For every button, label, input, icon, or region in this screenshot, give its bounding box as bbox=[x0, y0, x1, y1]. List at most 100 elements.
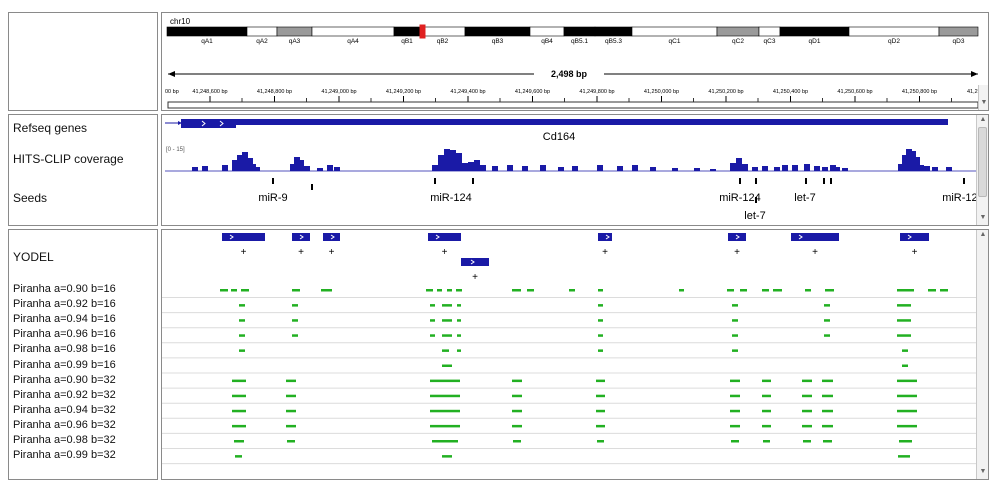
piranha-peak bbox=[513, 440, 521, 443]
piranha-peak bbox=[763, 440, 770, 443]
piranha-peak bbox=[596, 379, 605, 383]
piranha-peak bbox=[822, 394, 833, 398]
yodel-peak bbox=[900, 233, 929, 241]
seed-name-label: let-7 bbox=[794, 192, 815, 204]
feature-scrollbar[interactable]: ▲ ▼ bbox=[976, 115, 988, 225]
scroll-up-arrow-icon[interactable]: ▲ bbox=[979, 116, 987, 123]
feature-tracks[interactable]: Cd164 [0 - 15] miR-9 miR-124 miR-124 let-7 m… bbox=[162, 115, 976, 225]
yodel-strand-label: + bbox=[442, 247, 448, 258]
band-label: qB1 bbox=[401, 38, 413, 45]
seed-site-tick bbox=[311, 184, 313, 190]
piranha-peak bbox=[430, 319, 435, 322]
piranha-peak bbox=[231, 289, 237, 292]
piranha-peak bbox=[442, 334, 452, 337]
piranha-peak bbox=[731, 440, 739, 443]
chromosome-band bbox=[563, 26, 596, 37]
seeds-track: miR-9 miR-124 miR-124 let-7 miR-124 let-7 bbox=[258, 178, 976, 222]
piranha-track-label[interactable]: Piranha a=0.96 b=16 bbox=[13, 328, 116, 341]
piranha-track-label[interactable]: Piranha a=0.98 b=32 bbox=[13, 434, 116, 446]
header-scrollbar[interactable]: ▼ bbox=[978, 85, 988, 110]
chromosome-ideogram: qA1 qA2 qA3 qA4 qB1 qB2 qB3 qB4 qB5.1 qB5.3 qC1 qC2… bbox=[166, 24, 979, 45]
chromosome-band bbox=[393, 26, 421, 37]
coverage-bar bbox=[834, 167, 840, 171]
piranha-peak bbox=[512, 379, 522, 383]
coverage-bar bbox=[792, 165, 798, 171]
piranha-peak bbox=[762, 424, 771, 428]
piranha-peak bbox=[773, 289, 782, 292]
seed-site-tick bbox=[805, 178, 807, 184]
piranha-track-label[interactable]: Piranha a=0.92 b=32 bbox=[13, 388, 116, 401]
scroll-down-arrow-icon[interactable]: ▼ bbox=[979, 214, 987, 221]
ruler-tick-label: 41,248,600 bp bbox=[192, 89, 227, 95]
yodel-strand-label: + bbox=[734, 247, 740, 258]
piranha-track-label[interactable]: Piranha a=0.94 b=32 bbox=[13, 403, 116, 416]
piranha-peak bbox=[527, 289, 534, 292]
piranha-peak bbox=[286, 394, 296, 398]
piranha-peak bbox=[235, 455, 242, 458]
feature-scroll-thumb[interactable] bbox=[978, 127, 987, 197]
yodel-strand-label: + bbox=[329, 247, 335, 258]
refseq-track-label[interactable]: Refseq genes bbox=[13, 121, 88, 135]
band-label: qB5.1 bbox=[571, 38, 588, 45]
ruler-edge-label: 41,25 bbox=[967, 89, 981, 95]
coverage-bar bbox=[924, 166, 930, 171]
strand-arrow-icon bbox=[178, 121, 182, 125]
scroll-down-arrow-icon[interactable]: ▼ bbox=[979, 468, 987, 475]
span-arrow-left bbox=[168, 71, 175, 77]
piranha-track-label[interactable]: Piranha a=0.90 b=16 bbox=[13, 283, 116, 295]
seed-site-tick bbox=[823, 178, 825, 184]
piranha-peak bbox=[902, 349, 908, 352]
coverage-bar bbox=[902, 155, 908, 171]
peaks-scrollbar[interactable]: ▲ ▼ bbox=[976, 230, 988, 479]
scroll-down-arrow-icon[interactable]: ▼ bbox=[980, 99, 988, 106]
coverage-bar bbox=[298, 160, 304, 171]
piranha-peak bbox=[598, 334, 603, 337]
piranha-peak bbox=[442, 319, 452, 322]
coverage-bar bbox=[540, 165, 546, 171]
piranha-track-label[interactable]: Piranha a=0.92 b=16 bbox=[13, 298, 116, 311]
yodel-strand-label: + bbox=[298, 247, 304, 258]
coverage-bar bbox=[480, 165, 486, 171]
piranha-peak bbox=[762, 379, 771, 383]
piranha-peak bbox=[730, 379, 740, 383]
coverage-bar bbox=[558, 167, 564, 171]
piranha-peak bbox=[824, 334, 830, 337]
peaks-name-panel: YODEL Piranha a=0.90 b=16 Piranha a=0.92 … bbox=[8, 229, 158, 480]
chromosome-band bbox=[716, 26, 760, 37]
piranha-peak bbox=[234, 440, 244, 443]
piranha-track-label[interactable]: Piranha a=0.98 b=16 bbox=[13, 343, 116, 356]
piranha-peak bbox=[732, 304, 738, 307]
band-label: qD1 bbox=[809, 38, 821, 45]
scroll-up-arrow-icon[interactable]: ▲ bbox=[979, 231, 987, 238]
piranha-peak bbox=[286, 424, 296, 428]
piranha-peak bbox=[447, 289, 452, 292]
piranha-peak bbox=[762, 394, 771, 398]
peak-tracks[interactable]: + + + + + + + + + bbox=[162, 230, 976, 479]
band-label: qD3 bbox=[953, 38, 965, 45]
coverage-bar bbox=[918, 165, 924, 171]
strand-arrow-icon bbox=[299, 234, 304, 240]
yodel-track-label[interactable]: YODEL bbox=[13, 250, 54, 264]
strand-arrow-icon bbox=[435, 234, 440, 240]
piranha-track-label[interactable]: Piranha a=0.94 b=16 bbox=[13, 313, 116, 326]
piranha-track-label[interactable]: Piranha a=0.99 b=16 bbox=[13, 358, 116, 371]
piranha-peak bbox=[596, 424, 605, 428]
piranha-peak bbox=[286, 379, 296, 383]
coverage-bar bbox=[910, 151, 916, 171]
coverage-bar bbox=[632, 165, 638, 171]
piranha-peak bbox=[232, 394, 246, 398]
header-data-panel: chr10 qA1 qA2 qA3 qA4 qB1 qB2 qB3 qB4 qB5.1 qB5.3… bbox=[161, 12, 989, 111]
piranha-track-label[interactable]: Piranha a=0.99 b=32 bbox=[13, 449, 116, 462]
seed-name-label: miR-124 bbox=[430, 192, 472, 204]
ruler-tick-label: 41,250,000 bp bbox=[644, 89, 679, 95]
coverage-bar bbox=[752, 167, 758, 171]
seeds-track-label[interactable]: Seeds bbox=[13, 191, 48, 205]
coverage-track-label[interactable]: HITS-CLIP coverage bbox=[13, 152, 124, 166]
piranha-peak bbox=[897, 334, 911, 337]
coverage-bar bbox=[492, 166, 498, 171]
coverage-bar bbox=[202, 166, 208, 171]
ruler-tick-label: 41,250,800 bp bbox=[902, 89, 937, 95]
piranha-track-label[interactable]: Piranha a=0.96 b=32 bbox=[13, 418, 116, 431]
piranha-track-label[interactable]: Piranha a=0.90 b=32 bbox=[13, 373, 116, 386]
ideogram-and-ruler[interactable]: chr10 qA1 qA2 qA3 qA4 qB1 qB2 qB3 qB4 qB5.1 qB5.3… bbox=[162, 13, 988, 110]
